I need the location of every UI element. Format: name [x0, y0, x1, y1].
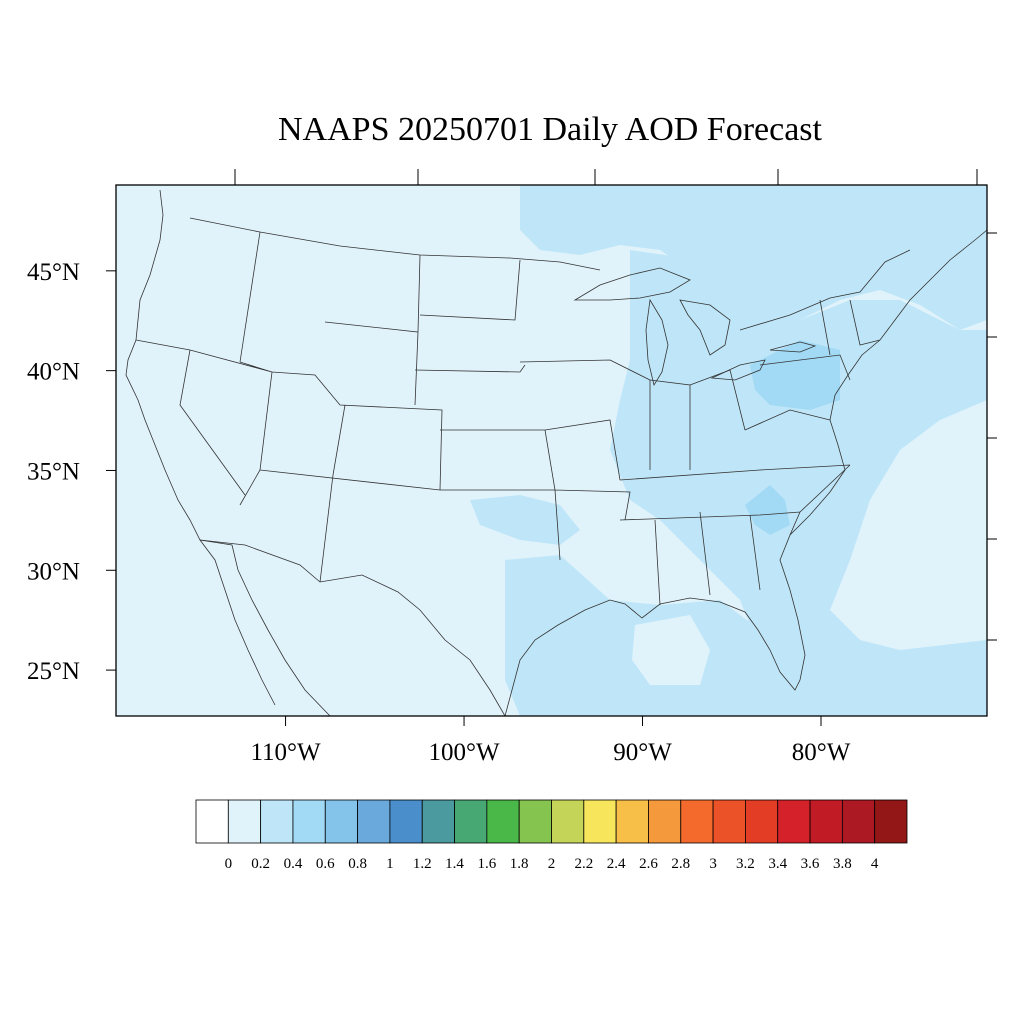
colorbar-swatch: [874, 799, 908, 844]
colorbar-label: 3.8: [833, 856, 852, 872]
lat-label: 35°N: [27, 458, 80, 485]
colorbar-label: 0: [225, 856, 233, 872]
colorbar-swatch: [518, 799, 552, 844]
colorbar-label: 1: [386, 856, 394, 872]
lat-label: 45°N: [27, 259, 80, 286]
colorbar-swatch: [680, 799, 714, 844]
lake-ontario: [769, 341, 817, 353]
colorbar-swatch: [357, 799, 391, 844]
baja-outline: [199, 539, 331, 716]
colorbar-label: 1.2: [413, 856, 432, 872]
canada-border-east: [739, 249, 911, 331]
map-plot-area: 45°N 40°N 35°N 30°N 25°N 110°W 100°W 90°W 80°W: [27, 169, 997, 766]
colorbar-swatch: [615, 799, 649, 844]
colorbar-label: 2: [548, 856, 556, 872]
colorbar-swatch: [841, 799, 876, 844]
colorbar-label: 3.2: [736, 856, 755, 872]
colorbar-swatch: [292, 799, 326, 844]
colorbar-swatch: [324, 799, 358, 844]
colorbar-swatch: [648, 799, 682, 844]
colorbar-label: 2.8: [671, 856, 690, 872]
colorbar-label: 1.8: [510, 856, 529, 872]
lon-label: 90°W: [613, 739, 672, 766]
aod-colorbar: 0 0.2 0.4 0.6 0.8 1 1.2 1.4 1.6 1.8 2 2.2 2.4 2.6 2.8 3…: [195, 799, 908, 872]
lat-label: 40°N: [27, 359, 80, 386]
colorbar-label: 1.6: [477, 856, 496, 872]
state-lines: [135, 231, 881, 606]
lon-label: 80°W: [792, 739, 851, 766]
colorbar-swatch: [745, 799, 779, 844]
aod-region-great-lakes-band: [610, 250, 987, 716]
gulf-coastline: [504, 229, 987, 716]
lake-michigan: [645, 298, 669, 387]
colorbar-swatch: [195, 799, 229, 844]
colorbar-swatch: [260, 799, 294, 844]
colorbar-swatch: [486, 799, 520, 844]
colorbar-swatch: [551, 799, 585, 844]
lake-superior: [573, 267, 691, 301]
colorbar-label: 2.6: [639, 856, 658, 872]
longitude-ticks: 110°W 100°W 90°W 80°W: [234, 169, 978, 766]
colorbar-label: 3.6: [801, 856, 820, 872]
colorbar-label: 0.4: [284, 856, 303, 872]
lon-label: 100°W: [428, 739, 499, 766]
aod-region-north-atlantic-plume: [520, 185, 987, 330]
lon-label: 110°W: [250, 739, 321, 766]
colorbar-swatch: [389, 799, 423, 844]
colorbar-swatch: [809, 799, 843, 844]
colorbar-swatch: [421, 799, 455, 844]
colorbar-swatch: [227, 799, 262, 844]
colorbar-label: 2.4: [607, 856, 626, 872]
latitude-ticks: 45°N 40°N 35°N 30°N 25°N: [27, 232, 997, 685]
colorbar-label: 0.2: [251, 856, 270, 872]
colorbar-label: 3.4: [768, 856, 787, 872]
colorbar-label: 1.4: [445, 856, 464, 872]
colorbar-label: 4: [871, 856, 879, 872]
colorbar-swatch: [777, 799, 811, 844]
colorbar-label: 3: [709, 856, 717, 872]
lat-label: 25°N: [27, 658, 80, 685]
aod-region-southern-plains: [470, 495, 580, 545]
map-title: NAAPS 20250701 Daily AOD Forecast: [278, 111, 822, 148]
colorbar-swatch: [583, 799, 617, 844]
aod-region-southeast-coast: [745, 485, 790, 535]
west-coastline: [125, 189, 276, 706]
colorbar-label: 0.8: [348, 856, 367, 872]
aod-region-gulf-center: [632, 615, 710, 685]
colorbar-label: 2.2: [574, 856, 593, 872]
mexico-border: [199, 539, 506, 716]
colorbar-swatch: [454, 799, 488, 844]
aod-fields: [470, 185, 987, 716]
colorbar-label: 0.6: [316, 856, 335, 872]
lat-label: 30°N: [27, 558, 80, 585]
state-borders: [125, 189, 987, 716]
lake-huron: [679, 299, 731, 356]
colorbar-swatch: [712, 799, 746, 844]
